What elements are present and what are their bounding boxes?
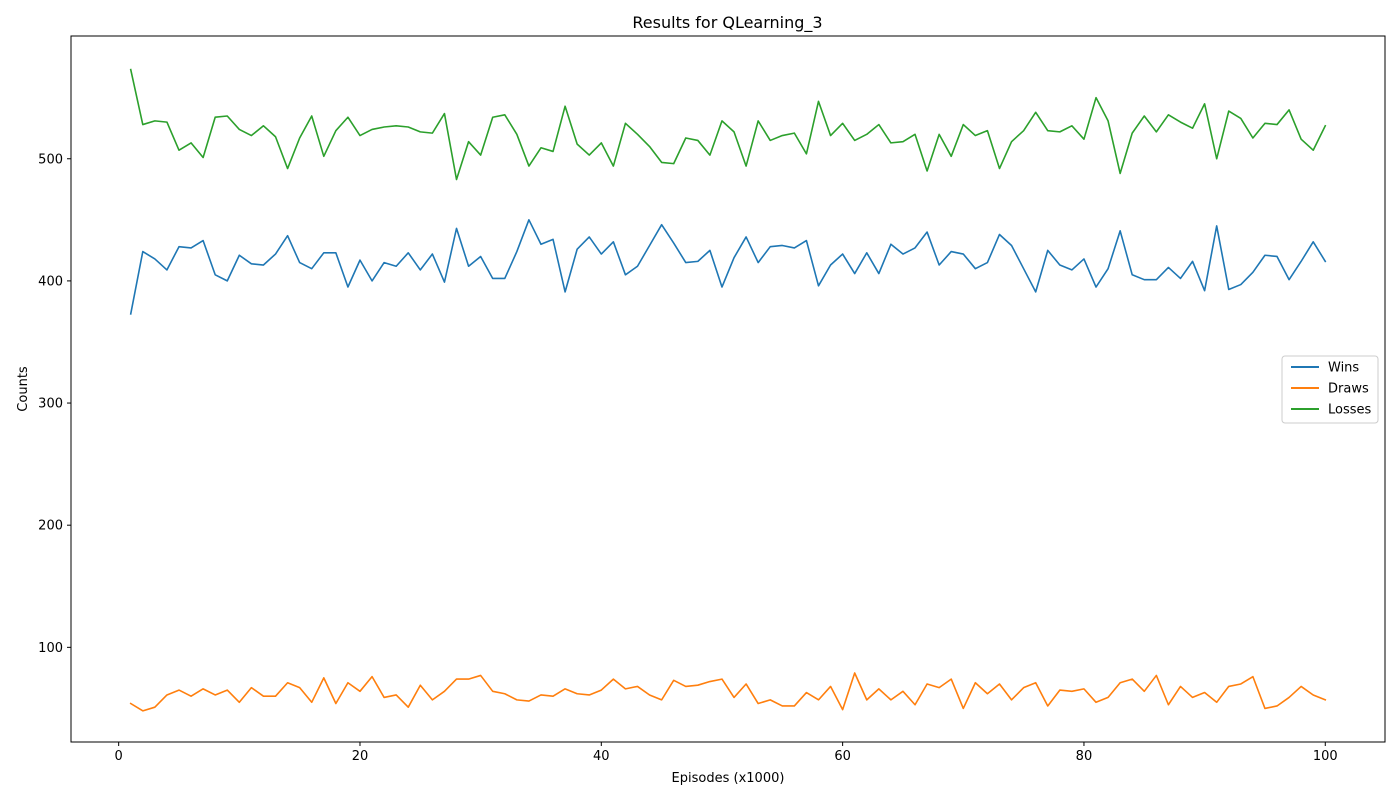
legend-label-draws: Draws <box>1328 382 1369 397</box>
chart-title: Results for QLearning_3 <box>632 13 822 33</box>
axes-frame <box>70 35 1386 743</box>
y-axis: 100 200 300 400 500 <box>38 152 71 656</box>
x-tick-label: 100 <box>1313 749 1338 764</box>
series-line-wins <box>129 219 1327 315</box>
y-axis-label: Counts <box>16 366 31 412</box>
legend-label-wins: Wins <box>1328 361 1359 376</box>
x-tick-label: 80 <box>1076 749 1093 764</box>
legend: Wins Draws Losses <box>1281 355 1379 424</box>
legend-label-losses: Losses <box>1328 403 1372 418</box>
y-tick-label: 300 <box>38 397 63 412</box>
y-tick-label: 500 <box>38 152 63 167</box>
x-tick-label: 0 <box>115 749 123 764</box>
y-tick-label: 400 <box>38 274 63 289</box>
y-tick-label: 200 <box>38 519 63 534</box>
legend-box <box>1281 355 1379 424</box>
series-line-draws <box>129 672 1327 712</box>
x-tick-label: 60 <box>834 749 851 764</box>
x-axis-label: Episodes (x1000) <box>672 771 785 786</box>
plot-area <box>129 68 1327 712</box>
x-tick-label: 20 <box>352 749 369 764</box>
y-tick-label: 100 <box>38 641 63 656</box>
series-line-losses <box>129 68 1327 181</box>
x-axis: 0 20 40 60 80 100 <box>115 742 1338 764</box>
x-tick-label: 40 <box>593 749 610 764</box>
